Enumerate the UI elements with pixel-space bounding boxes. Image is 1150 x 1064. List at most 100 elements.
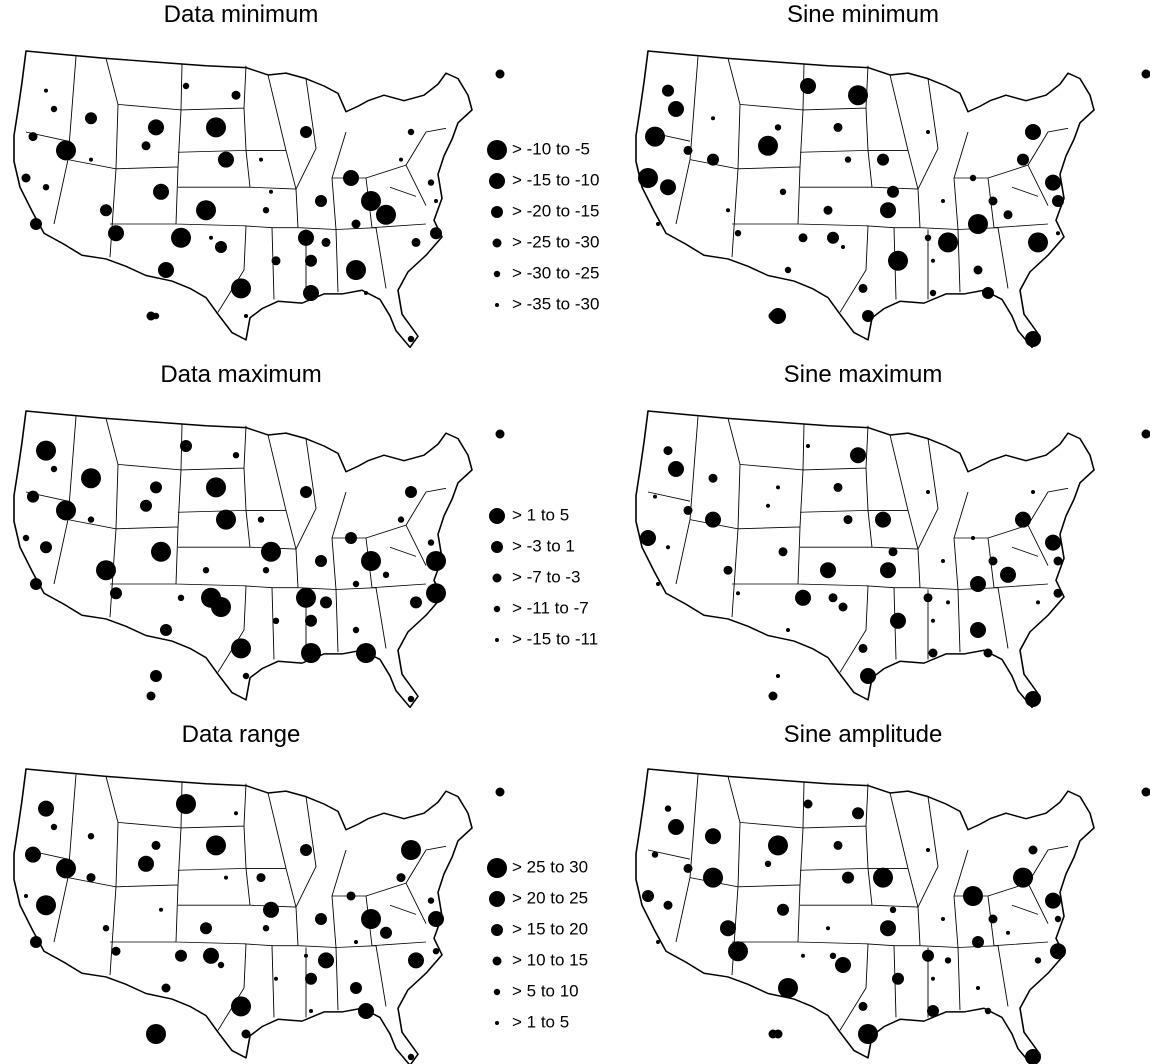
station-dot bbox=[776, 485, 780, 490]
station-dot bbox=[171, 227, 191, 248]
station-dot bbox=[880, 920, 896, 937]
station-dot bbox=[663, 446, 673, 456]
station-dot bbox=[304, 953, 308, 958]
station-dot bbox=[315, 555, 327, 567]
station-dot bbox=[50, 823, 58, 831]
station-dot bbox=[1045, 892, 1061, 909]
station-dot bbox=[1025, 1049, 1041, 1064]
station-dot bbox=[988, 196, 998, 206]
station-dot bbox=[42, 184, 50, 191]
station-dot bbox=[1050, 943, 1066, 960]
station-dot bbox=[87, 833, 95, 840]
station-dot bbox=[44, 88, 48, 93]
station-dot bbox=[203, 947, 219, 964]
station-dot bbox=[880, 202, 896, 219]
station-dot bbox=[300, 486, 312, 498]
station-dot bbox=[645, 126, 665, 147]
station-dot bbox=[640, 530, 656, 546]
station-dot bbox=[777, 903, 789, 916]
station-dot bbox=[86, 873, 96, 883]
station-dot bbox=[1052, 195, 1064, 207]
north-dot bbox=[1141, 429, 1150, 439]
station-dot bbox=[969, 174, 977, 182]
station-dot bbox=[262, 567, 270, 574]
station-dot bbox=[361, 551, 381, 571]
legend-label: > -25 to -30 bbox=[512, 232, 599, 251]
station-dot bbox=[30, 218, 42, 230]
legend-dot bbox=[495, 1021, 499, 1025]
station-dot bbox=[256, 873, 266, 883]
legend-dot bbox=[487, 140, 507, 160]
stations bbox=[21, 69, 1150, 1064]
station-dot bbox=[828, 593, 838, 603]
station-dot bbox=[972, 936, 984, 948]
station-dot bbox=[1006, 930, 1010, 935]
station-dot bbox=[970, 576, 986, 592]
station-dot bbox=[820, 562, 836, 579]
offshore-dot bbox=[768, 691, 778, 701]
station-dot bbox=[638, 168, 658, 188]
station-dot bbox=[973, 265, 983, 275]
station-dot bbox=[427, 179, 435, 186]
station-dot bbox=[150, 481, 162, 494]
station-dot bbox=[218, 151, 234, 168]
station-dot bbox=[231, 90, 241, 100]
station-dot bbox=[1015, 511, 1031, 528]
station-dot bbox=[432, 948, 440, 955]
station-dot bbox=[30, 578, 42, 590]
station-dot bbox=[941, 917, 945, 921]
legend-dot bbox=[489, 508, 505, 524]
station-dot bbox=[941, 559, 945, 563]
station-dot bbox=[668, 461, 684, 477]
station-dot bbox=[24, 894, 28, 898]
station-dot bbox=[231, 278, 251, 299]
station-dot bbox=[434, 199, 438, 203]
panel-title: Sine maximum bbox=[784, 361, 943, 388]
station-dot bbox=[141, 141, 151, 151]
station-dot bbox=[926, 848, 930, 852]
north-dot bbox=[1141, 787, 1150, 797]
station-dot bbox=[200, 922, 212, 935]
station-dot bbox=[89, 157, 93, 162]
station-dot bbox=[85, 112, 97, 125]
station-dot bbox=[1028, 232, 1048, 253]
station-dot bbox=[858, 643, 868, 653]
legend-dot bbox=[492, 956, 502, 966]
station-dot bbox=[351, 219, 361, 229]
station-dot bbox=[405, 486, 417, 498]
station-dot bbox=[361, 909, 381, 929]
station-dot bbox=[231, 638, 251, 659]
station-dot bbox=[30, 936, 42, 948]
legend-label: > 1 to 5 bbox=[512, 1012, 569, 1031]
station-dot bbox=[396, 873, 406, 883]
station-dot bbox=[838, 602, 848, 612]
station-dot bbox=[153, 183, 169, 200]
station-dot bbox=[842, 871, 854, 884]
station-dot bbox=[1056, 231, 1060, 236]
legend-label: > -15 to -10 bbox=[512, 170, 599, 189]
station-dot bbox=[803, 799, 813, 809]
station-dot bbox=[410, 596, 422, 609]
station-dot bbox=[946, 600, 950, 605]
station-dot bbox=[705, 828, 721, 845]
station-dot bbox=[215, 241, 227, 253]
station-dot bbox=[927, 1005, 939, 1017]
panel-title: Sine minimum bbox=[787, 1, 939, 28]
station-dot bbox=[1036, 600, 1040, 605]
station-dot bbox=[860, 668, 876, 684]
legend-dot bbox=[492, 573, 502, 583]
station-dot bbox=[835, 957, 851, 973]
station-dot bbox=[844, 156, 852, 163]
station-dot bbox=[683, 145, 693, 155]
station-dot bbox=[848, 85, 868, 106]
station-dot bbox=[407, 695, 415, 703]
station-dot bbox=[303, 285, 319, 301]
station-dot bbox=[397, 516, 405, 523]
offshore-dot bbox=[146, 311, 156, 321]
us-map bbox=[13, 50, 473, 349]
station-dot bbox=[25, 846, 41, 863]
panel-title: Data range bbox=[182, 721, 301, 748]
offshore-dot bbox=[768, 311, 778, 321]
station-dot bbox=[976, 986, 980, 990]
